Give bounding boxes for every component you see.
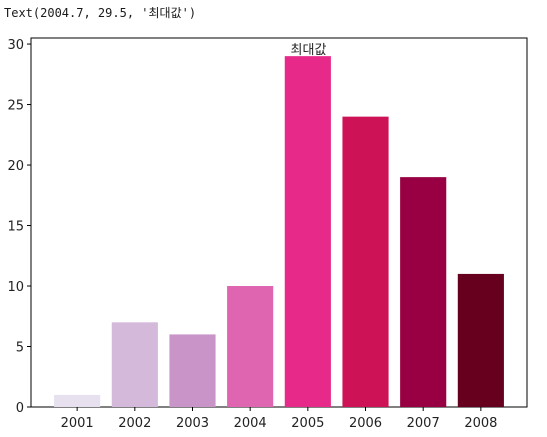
x-tick-label: 2005 (291, 416, 324, 431)
bar-2003 (169, 334, 216, 407)
x-tick-label: 2008 (464, 416, 497, 431)
x-tick-label: 2007 (407, 416, 440, 431)
y-tick-label: 5 (16, 341, 24, 356)
y-tick-label: 20 (7, 159, 24, 174)
y-tick-label: 15 (7, 220, 24, 235)
bar-2008 (457, 273, 504, 407)
x-ticks-group: 2001 2002 2003 2004 2005 2006 2007 2008 (61, 407, 497, 431)
x-tick-label: 2001 (61, 416, 94, 431)
bar-2004 (227, 286, 274, 407)
x-tick-label: 2004 (234, 416, 267, 431)
output-text: Text(2004.7, 29.5, '최대값') (4, 6, 197, 20)
y-tick-label: 10 (7, 280, 24, 295)
bars-group (54, 56, 504, 407)
plot-frame (30, 37, 528, 408)
bar-2005 (284, 56, 331, 407)
y-ticks-group: 0 5 10 15 20 25 30 (7, 38, 31, 416)
y-tick-label: 25 (7, 99, 24, 114)
max-annotation: 최대값 (291, 43, 327, 58)
x-tick-label: 2003 (176, 416, 209, 431)
bar-2001 (54, 394, 101, 407)
bar-2007 (400, 177, 447, 407)
x-tick-label: 2002 (118, 416, 151, 431)
bar-2002 (111, 322, 158, 407)
y-tick-label: 0 (16, 401, 24, 416)
bar-2006 (342, 116, 389, 407)
y-tick-label: 30 (7, 38, 24, 53)
x-tick-label: 2006 (349, 416, 382, 431)
